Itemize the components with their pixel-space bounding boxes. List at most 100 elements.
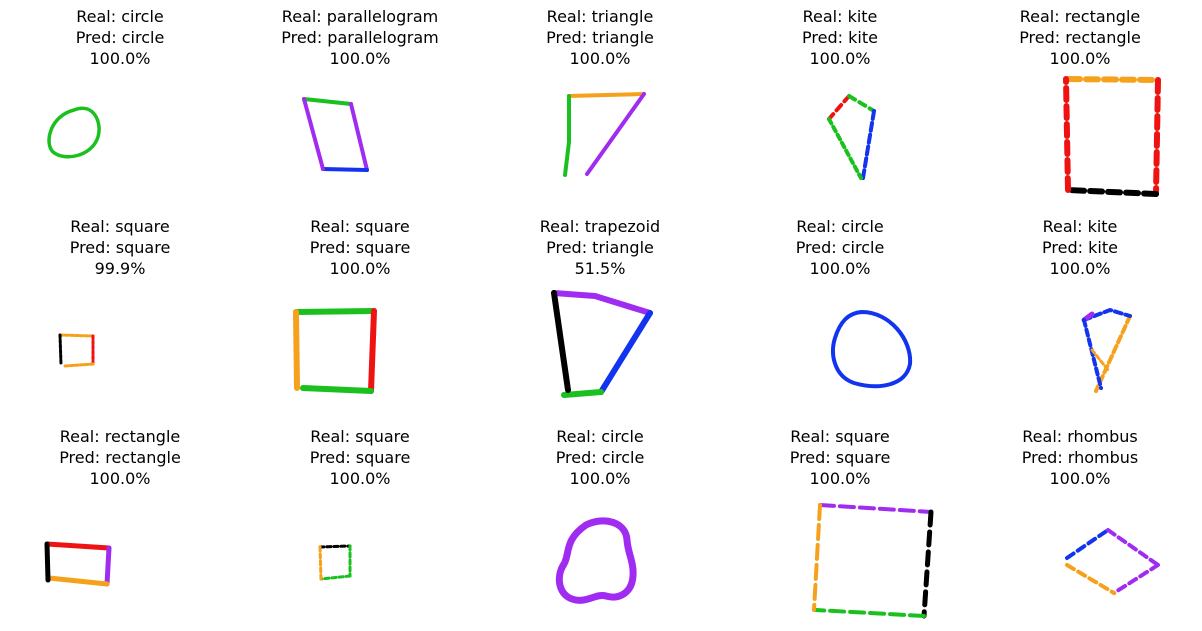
orange-stroke <box>293 309 300 391</box>
pred-label: Pred: rhombus <box>1021 448 1139 467</box>
green-stroke <box>827 117 863 180</box>
pred-label: Pred: triangle <box>546 28 654 47</box>
real-label: Real: parallelogram <box>281 7 439 26</box>
purple-stroke <box>818 503 933 514</box>
pred-label: Pred: circle <box>75 28 165 47</box>
orange-stroke <box>1065 563 1116 595</box>
confidence-label: 51.5% <box>574 259 626 278</box>
real-label: Real: circle <box>556 427 644 446</box>
confidence-label: 100.0% <box>1049 49 1111 68</box>
green-stroke <box>563 94 571 177</box>
panel-caption: Real: circle Pred: circle 100.0% <box>0 6 240 69</box>
shape-drawing <box>555 517 637 604</box>
real-label: Real: triangle <box>546 7 654 26</box>
confidence-label: 100.0% <box>809 49 871 68</box>
real-label: Real: rectangle <box>59 427 181 446</box>
panel-caption: Real: square Pred: square 100.0% <box>720 426 960 489</box>
green-stroke <box>814 608 926 618</box>
confidence-label: 100.0% <box>89 49 151 68</box>
shape-drawing <box>1065 528 1160 595</box>
pred-label: Pred: triangle <box>546 238 654 257</box>
shape-drawing <box>293 308 377 394</box>
red-stroke <box>1153 77 1161 197</box>
panel-caption: Real: trapezoid Pred: triangle 51.5% <box>480 216 720 279</box>
shape-drawing <box>831 310 913 389</box>
panel-3: Real: triangle Pred: triangle 100.0% <box>480 0 720 210</box>
black-stroke <box>551 290 571 393</box>
blue-stroke <box>321 167 369 172</box>
panel-14: Real: square Pred: square 100.0% <box>720 420 960 630</box>
real-label: Real: rectangle <box>1019 7 1141 26</box>
panel-caption: Real: square Pred: square 100.0% <box>240 426 480 489</box>
panel-caption: Real: rectangle Pred: rectangle 100.0% <box>960 6 1200 69</box>
panel-4: Real: kite Pred: kite 100.0% <box>720 0 960 210</box>
orange-stroke <box>1065 76 1161 83</box>
orange-stroke <box>812 503 822 612</box>
green-stroke <box>47 106 101 159</box>
confidence-label: 100.0% <box>809 259 871 278</box>
pred-label: Pred: kite <box>1042 238 1118 257</box>
real-label: Real: square <box>70 217 170 236</box>
panel-13: Real: circle Pred: circle 100.0% <box>480 420 720 630</box>
real-label: Real: trapezoid <box>539 217 661 236</box>
panel-caption: Real: triangle Pred: triangle 100.0% <box>480 6 720 69</box>
purple-stroke <box>551 290 653 316</box>
confidence-label: 99.9% <box>94 259 146 278</box>
pred-label: Pred: square <box>309 238 411 257</box>
orange-stroke <box>46 575 110 587</box>
panel-2: Real: parallelogram Pred: parallelogram … <box>240 0 480 210</box>
red-stroke <box>827 94 851 121</box>
red-stroke <box>368 308 377 394</box>
red-stroke <box>1063 76 1071 193</box>
shape-drawing <box>827 94 876 180</box>
black-stroke <box>921 509 934 619</box>
real-label: Real: square <box>310 427 410 446</box>
shape-drawing <box>318 544 352 581</box>
green-stroke <box>561 389 604 398</box>
blue-stroke <box>1082 318 1103 390</box>
blue-stroke <box>861 109 876 180</box>
orange-stroke <box>58 333 95 338</box>
real-label: Real: square <box>790 427 890 446</box>
real-label: Real: circle <box>76 7 164 26</box>
panel-6: Real: square Pred: square 99.9% <box>0 210 240 420</box>
pred-label: Pred: circle <box>555 448 645 467</box>
panel-11: Real: rectangle Pred: rectangle 100.0% <box>0 420 240 630</box>
confidence-label: 100.0% <box>1049 469 1111 488</box>
real-label: Real: kite <box>802 7 878 26</box>
shape-drawing <box>563 92 646 177</box>
blue-stroke <box>1082 308 1132 322</box>
pred-label: Pred: rectangle <box>1019 28 1141 47</box>
confidence-label: 100.0% <box>569 469 631 488</box>
black-stroke <box>1065 187 1159 197</box>
purple-stroke <box>349 102 369 172</box>
purple-stroke <box>585 92 646 176</box>
panel-caption: Real: rectangle Pred: rectangle 100.0% <box>0 426 240 489</box>
green-stroke <box>319 574 352 581</box>
purple-stroke <box>1106 528 1160 567</box>
panel-8: Real: trapezoid Pred: triangle 51.5% <box>480 210 720 420</box>
real-label: Real: square <box>310 217 410 236</box>
panel-caption: Real: square Pred: square 100.0% <box>240 216 480 279</box>
panel-1: Real: circle Pred: circle 100.0% <box>0 0 240 210</box>
confidence-label: 100.0% <box>329 49 391 68</box>
shape-drawing <box>812 503 934 619</box>
red-stroke <box>44 541 112 551</box>
confidence-label: 100.0% <box>89 469 151 488</box>
orange-stroke <box>567 92 646 98</box>
purple-stroke <box>555 517 637 604</box>
orange-stroke <box>63 362 95 368</box>
black-stroke <box>44 541 51 583</box>
real-label: Real: rhombus <box>1022 427 1138 446</box>
panel-caption: Real: kite Pred: kite 100.0% <box>960 216 1200 279</box>
panel-caption: Real: square Pred: square 99.9% <box>0 216 240 279</box>
confidence-label: 100.0% <box>1049 259 1111 278</box>
confidence-label: 100.0% <box>809 469 871 488</box>
shape-drawing <box>551 290 653 398</box>
orange-stroke <box>1094 314 1132 393</box>
purple-stroke <box>302 97 325 171</box>
panel-9: Real: circle Pred: circle 100.0% <box>720 210 960 420</box>
orange-stroke <box>318 545 323 581</box>
panel-7: Real: square Pred: square 100.0% <box>240 210 480 420</box>
